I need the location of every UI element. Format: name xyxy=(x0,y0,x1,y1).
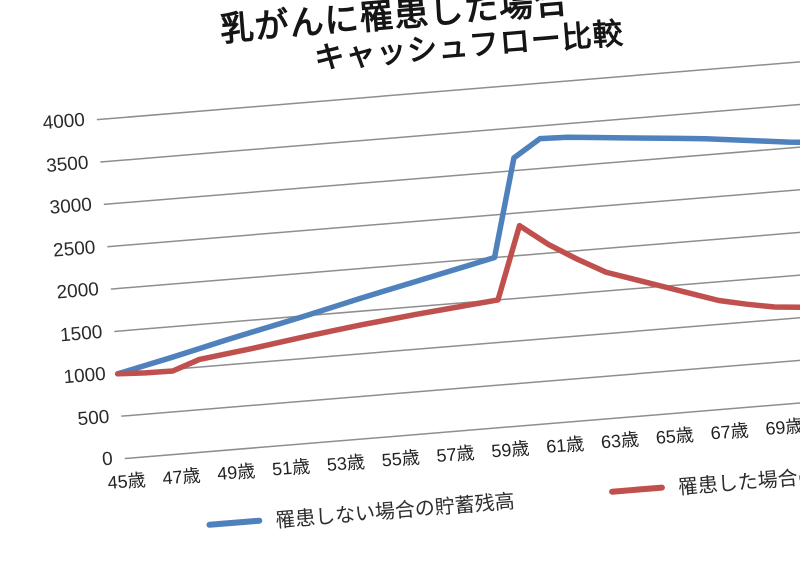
gridline xyxy=(117,312,800,375)
x-tick-label: 47歳 xyxy=(161,465,202,489)
y-tick-label: 2500 xyxy=(52,236,97,262)
x-tick-label: 53歳 xyxy=(326,451,366,475)
blue-series-line xyxy=(115,134,800,377)
gridline xyxy=(110,227,800,290)
x-tick-label: 69歳 xyxy=(764,415,800,439)
x-tick-label: 49歳 xyxy=(216,460,257,484)
gridline xyxy=(124,397,800,460)
gridline xyxy=(96,58,800,121)
gridline xyxy=(121,354,800,417)
y-tick-label: 4000 xyxy=(41,109,86,135)
gridline xyxy=(100,100,800,163)
legend-item-illness: 罹患した場合の貯蓄残高 xyxy=(608,453,800,506)
y-tick-label: 1500 xyxy=(59,321,104,346)
x-tick-label: 61歳 xyxy=(545,433,585,457)
y-tick-label: 2000 xyxy=(55,279,100,304)
plot-area xyxy=(96,58,800,460)
x-tick-label: 65歳 xyxy=(655,424,695,448)
legend-label: 罹患した場合の貯蓄残高 xyxy=(677,459,800,500)
x-tick-label: 59歳 xyxy=(490,438,531,462)
legend-swatch xyxy=(206,516,263,528)
gridline xyxy=(107,185,800,248)
x-tick-label: 63歳 xyxy=(600,429,640,453)
red-series-line xyxy=(115,222,800,377)
x-tick-label: 55歳 xyxy=(380,447,421,471)
y-tick-label: 1000 xyxy=(62,363,107,389)
y-tick-label: 500 xyxy=(76,406,111,430)
x-tick-label: 45歳 xyxy=(106,469,147,493)
legend-swatch xyxy=(608,483,666,495)
x-tick-label: 51歳 xyxy=(271,456,311,480)
legend-label: 罹患しない場合の貯蓄残高 xyxy=(274,490,516,533)
y-tick-label: 3000 xyxy=(48,194,93,219)
y-tick-label: 3500 xyxy=(45,152,90,177)
gridline xyxy=(103,142,800,206)
legend-item-no-illness: 罹患しない場合の貯蓄残高 xyxy=(205,485,515,539)
x-tick-label: 57歳 xyxy=(435,442,476,466)
x-tick-label: 67歳 xyxy=(709,420,750,444)
